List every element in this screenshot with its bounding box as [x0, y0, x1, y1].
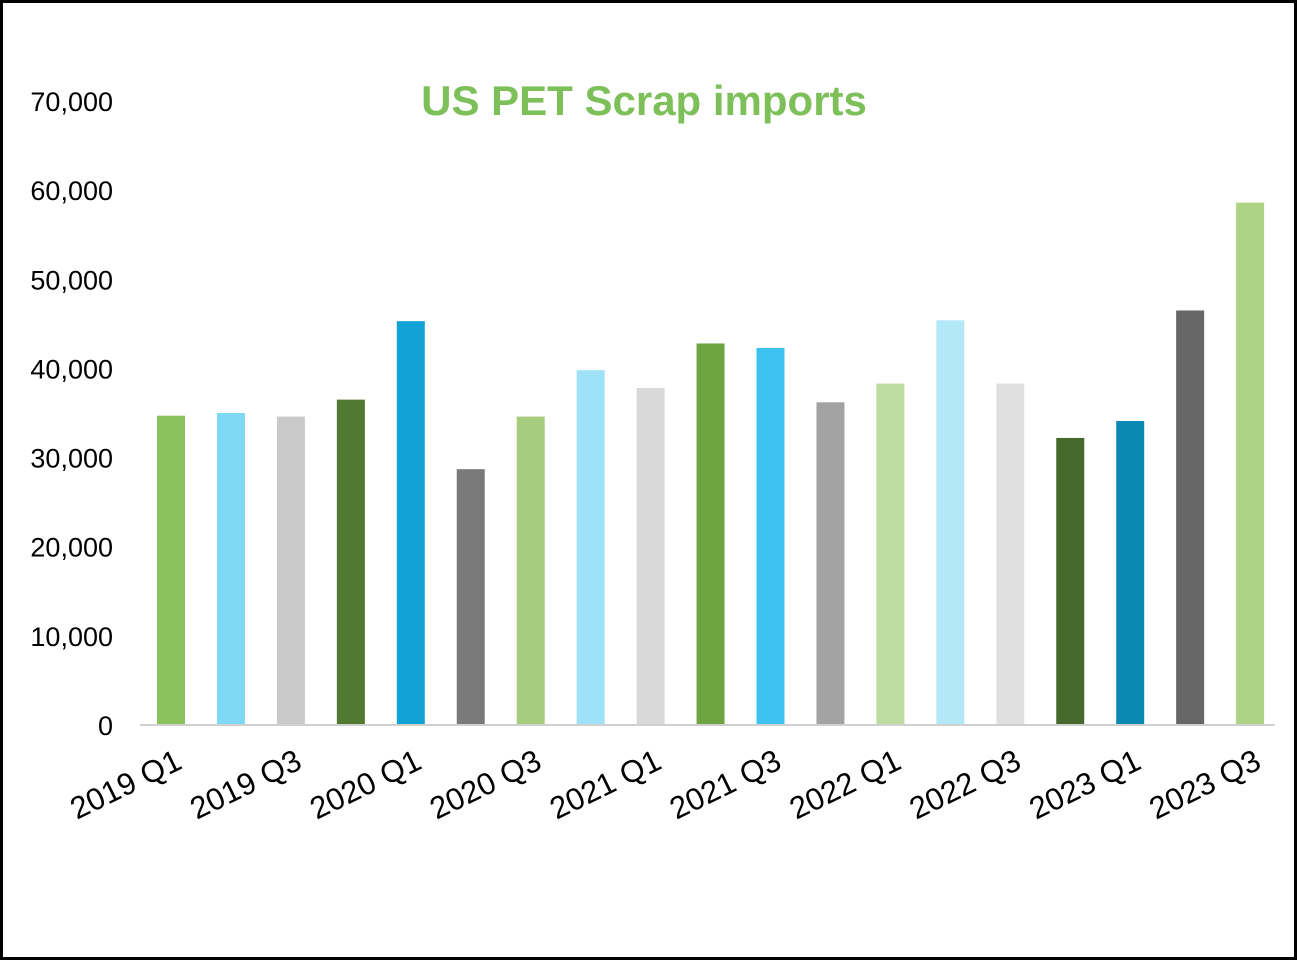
bar — [996, 383, 1025, 725]
bar — [1116, 421, 1145, 725]
x-tick-label: 2019 Q1 — [65, 743, 187, 827]
y-tick-label: 10,000 — [30, 622, 113, 652]
x-tick-label: 2022 Q1 — [784, 743, 906, 827]
y-axis: 0 10,000 20,000 30,000 40,000 50,000 60,000 70,… — [30, 87, 113, 741]
y-tick-label: 70,000 — [30, 87, 113, 117]
y-tick-label: 50,000 — [30, 265, 113, 295]
y-tick-label: 20,000 — [30, 533, 113, 563]
x-tick-label: 2021 Q3 — [664, 743, 786, 827]
x-tick-label: 2023 Q3 — [1144, 743, 1266, 827]
bar — [636, 388, 665, 725]
x-tick-label: 2021 Q1 — [544, 743, 666, 827]
x-tick-label: 2020 Q3 — [424, 743, 546, 827]
y-tick-label: 60,000 — [30, 176, 113, 206]
bar — [1176, 310, 1205, 725]
bar — [876, 383, 905, 725]
bar — [276, 416, 305, 725]
bar — [936, 320, 965, 725]
bar — [576, 370, 605, 725]
bar — [1056, 437, 1085, 725]
x-tick-label: 2019 Q3 — [184, 743, 306, 827]
bar — [816, 402, 845, 725]
x-tick-label: 2022 Q3 — [904, 743, 1026, 827]
bar — [157, 415, 185, 725]
bars — [157, 202, 1265, 725]
bar — [336, 399, 365, 725]
y-tick-label: 0 — [98, 711, 113, 741]
bar — [516, 416, 545, 725]
x-tick-label: 2023 Q1 — [1024, 743, 1146, 827]
bar — [756, 347, 785, 725]
y-tick-label: 30,000 — [30, 444, 113, 474]
chart-title: US PET Scrap imports — [421, 77, 867, 124]
bar — [1236, 202, 1265, 725]
bar — [696, 343, 725, 725]
x-tick-label: 2020 Q1 — [304, 743, 426, 827]
bar — [216, 413, 245, 725]
y-tick-label: 40,000 — [30, 354, 113, 384]
bar — [456, 469, 485, 725]
bar — [396, 321, 425, 725]
